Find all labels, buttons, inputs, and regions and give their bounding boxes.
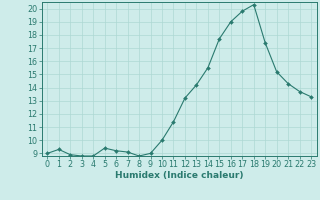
X-axis label: Humidex (Indice chaleur): Humidex (Indice chaleur) [115, 171, 244, 180]
